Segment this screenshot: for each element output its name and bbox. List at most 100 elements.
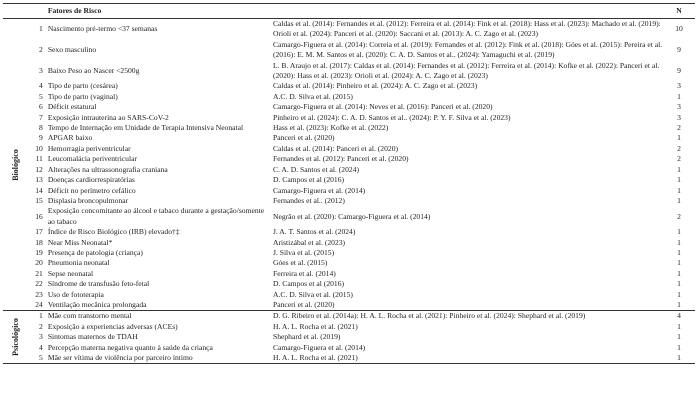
row-number: 4 <box>39 342 43 352</box>
row-number: 1 <box>39 24 43 34</box>
row-number: 16 <box>35 211 43 221</box>
group-0: Biológico 1 Nascimento pré-termo <37 seman… <box>3 19 695 311</box>
study-count: 1 <box>677 258 681 268</box>
risk-factor: Déficit estatural <box>47 102 97 112</box>
references: Ferreira et al. (2014) <box>272 268 336 278</box>
row-number: 24 <box>35 299 43 309</box>
risk-factor: Sintomas maternos de TDAH <box>47 332 138 342</box>
row-number: 22 <box>35 279 43 289</box>
table-row: 14 Déficit no perímetro cefálico Camargo-F… <box>3 186 695 196</box>
row-number: 7 <box>39 112 43 122</box>
study-count: 2 <box>677 154 681 164</box>
study-count: 1 <box>677 279 681 289</box>
table-row: 13 Doenças cardiorrespiratórias D. Campos … <box>3 175 695 185</box>
risk-factor: Tipo de parto (vaginal) <box>47 91 118 101</box>
study-count: 1 <box>677 91 681 101</box>
table-row: 20 Pneumonia neonatal Góes et al. (2015) 1 <box>3 258 695 268</box>
references: Camargo-Figuera et al. (2014) <box>272 342 366 352</box>
risk-factor: Sexo masculino <box>47 45 97 55</box>
header-n: N <box>676 5 682 15</box>
risk-factor: Ventilação mecânica prolongada <box>47 299 147 309</box>
risk-factor: Doenças cardiorrespiratórias <box>47 175 135 185</box>
row-number: 13 <box>35 175 43 185</box>
row-number: 20 <box>35 258 43 268</box>
references: Shephard et al. (2019) <box>272 332 341 342</box>
risk-factors-table: Fatores de Risco N Biológico 1 Nascimento … <box>3 3 695 364</box>
category-label: Biológico <box>10 148 20 181</box>
risk-factor: Baixo Peso ao Nascer <2500g <box>47 65 140 75</box>
references: C. A. D. Santos et al. (2024) <box>272 164 360 174</box>
references: Camargo-Figuera et al. (2014): Neves et … <box>272 102 493 112</box>
row-number: 2 <box>39 321 43 331</box>
risk-factor: Presença de patologia (criança) <box>47 247 143 257</box>
references: Fernandes et al.. (2012) <box>272 195 345 205</box>
row-number: 2 <box>39 45 43 55</box>
table-row: 16 Exposição concomitante ao álcool e tab… <box>3 206 695 227</box>
risk-factor: Pneumonia neonatal <box>47 258 110 268</box>
study-count: 3 <box>677 81 681 91</box>
risk-factor: Leucomalácia periventricular <box>47 154 137 164</box>
header-number <box>29 4 48 19</box>
table-row: 5 Mãe ser vítima de violência por parceir… <box>3 353 695 364</box>
table-row: 23 Uso de fototerapia A.C. D. Silva et al.… <box>3 290 695 300</box>
references: D. G. Ribeiro et al. (2014a): H. A. L. R… <box>272 311 586 321</box>
table-row: 11 Leucomalácia periventricular Fernandes … <box>3 154 695 164</box>
study-count: 1 <box>677 185 681 195</box>
table-row: 2 Exposição a experiencias adversas (ACEs… <box>3 322 695 332</box>
table-row: Biológico 1 Nascimento pré-termo <37 seman… <box>3 19 695 180</box>
study-count: 1 <box>677 247 681 257</box>
row-number: 3 <box>39 332 43 342</box>
risk-factor: Exposição concomitante ao álcool e tabac… <box>47 206 265 226</box>
references: J. A. T. Santos et al. (2024) <box>272 227 356 237</box>
table-row: 7 Exposição intrauterina ao SARS-CoV-2 Pin… <box>3 113 695 123</box>
study-count: 4 <box>677 311 681 321</box>
references: Aristizábal et al. (2023) <box>272 237 346 247</box>
table-row: 21 Sepse neonatal Ferreira et al. (2014) 1 <box>3 269 695 279</box>
table-row: 17 Índice de Risco Biológico (IRB) elevad… <box>3 227 695 237</box>
study-count: 9 <box>677 65 681 75</box>
row-number: 8 <box>39 123 43 133</box>
study-count: 1 <box>677 289 681 299</box>
study-count: 3 <box>677 102 681 112</box>
study-count: 2 <box>677 211 681 221</box>
row-number: 14 <box>35 185 43 195</box>
references: Caldas et al. (2014): Pinheiro et al. (2… <box>272 81 478 91</box>
row-number: 23 <box>35 289 43 299</box>
table-row: 5 Tipo de parto (vaginal) A.C. D. Silva et… <box>3 92 695 102</box>
risk-factor: Tempo de Internação em Unidade de Terapi… <box>47 123 244 133</box>
study-count: 1 <box>677 164 681 174</box>
row-number: 3 <box>39 65 43 75</box>
study-count: 1 <box>677 237 681 247</box>
risk-factor: Déficit no perímetro cefálico <box>47 185 136 195</box>
risk-factor: Exposição intrauterina ao SARS-CoV-2 <box>47 112 169 122</box>
references: A.C. D. Silva et al. (2015) <box>272 91 353 101</box>
row-number: 15 <box>35 195 43 205</box>
row-number: 4 <box>39 81 43 91</box>
table-row: 19 Presença de patologia (criança) J. Silv… <box>3 248 695 258</box>
study-count: 1 <box>677 133 681 143</box>
table-row: 3 Sintomas maternos de TDAH Shephard et al… <box>3 332 695 342</box>
study-count: 3 <box>677 112 681 122</box>
table-row: 12 Alterações na ultrassonografia cranian… <box>3 165 695 175</box>
row-number: 10 <box>35 143 43 153</box>
study-count: 1 <box>677 175 681 185</box>
study-count: 2 <box>677 123 681 133</box>
risk-factor: Exposição a experiencias adversas (ACEs) <box>47 321 178 331</box>
study-count: 2 <box>677 143 681 153</box>
category-cell: Biológico <box>3 19 29 311</box>
risk-factor: Near Miss Neonatal* <box>47 237 113 247</box>
study-count: 1 <box>677 332 681 342</box>
references: Camargo-Figuera et al. (2014): Correia e… <box>272 39 663 60</box>
table-row: Psicológico 1 Mãe com transtorno mental D. … <box>3 311 695 356</box>
table-row: 18 Near Miss Neonatal* Aristizábal et al. … <box>3 238 695 248</box>
table-row: 2 Sexo masculino Camargo-Figuera et al. (2… <box>3 40 695 61</box>
risk-factor: Índice de Risco Biológico (IRB) elevado†… <box>47 227 180 237</box>
row-number: 18 <box>35 237 43 247</box>
row-number: 5 <box>39 353 43 362</box>
table-row: 6 Déficit estatural Camargo-Figuera et al.… <box>3 102 695 112</box>
study-count: 1 <box>677 353 681 362</box>
risk-factor: Síndrome de transfusão feto-fetal <box>47 279 150 289</box>
references: Caldas et al. (2014): Fernandes et al. (… <box>272 19 661 39</box>
references: Fernandes et al. (2012): Panceri et al. … <box>272 154 409 164</box>
references: Panceri et al. (2020) <box>272 299 335 309</box>
